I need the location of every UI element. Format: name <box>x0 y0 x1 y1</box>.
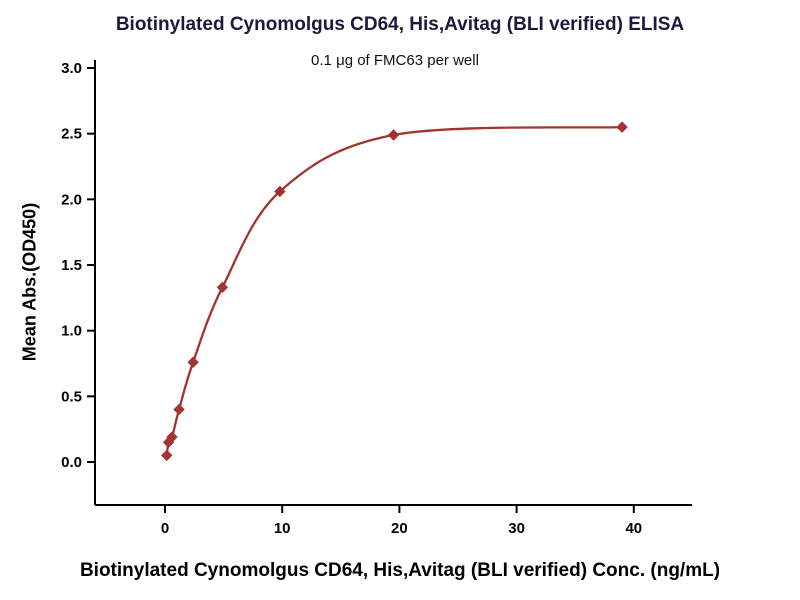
data-point-marker <box>616 121 628 133</box>
x-tick-label: 10 <box>274 520 291 537</box>
data-point-marker <box>166 431 178 443</box>
y-tick-label: 3.0 <box>61 60 82 77</box>
data-point-marker <box>274 185 286 198</box>
data-point-marker <box>173 403 185 416</box>
fit-curve <box>165 125 623 456</box>
y-tick-label: 0.5 <box>61 388 82 405</box>
x-tick-label: 40 <box>625 520 642 537</box>
data-point-marker <box>187 356 199 368</box>
x-tick-label: 20 <box>391 520 408 537</box>
y-tick-label: 1.0 <box>61 323 82 340</box>
y-tick-label: 2.5 <box>61 126 82 143</box>
chart-title: Biotinylated Cynomolgus CD64, His,Avitag… <box>115 14 685 35</box>
data-point-marker <box>216 281 229 294</box>
x-tick-label: 0 <box>161 520 169 537</box>
y-tick-label: 1.5 <box>61 257 82 274</box>
chart-subtitle: 0.1 μg of FMC63 per well <box>311 52 479 69</box>
data-point-marker <box>161 449 173 462</box>
x-tick-label: 30 <box>508 520 525 537</box>
x-axis-label: Biotinylated Cynomolgus CD64, His,Avitag… <box>79 560 721 581</box>
data-point-marker <box>387 129 400 141</box>
y-tick-label: 0.0 <box>61 454 82 471</box>
y-tick-label: 2.0 <box>61 191 82 208</box>
